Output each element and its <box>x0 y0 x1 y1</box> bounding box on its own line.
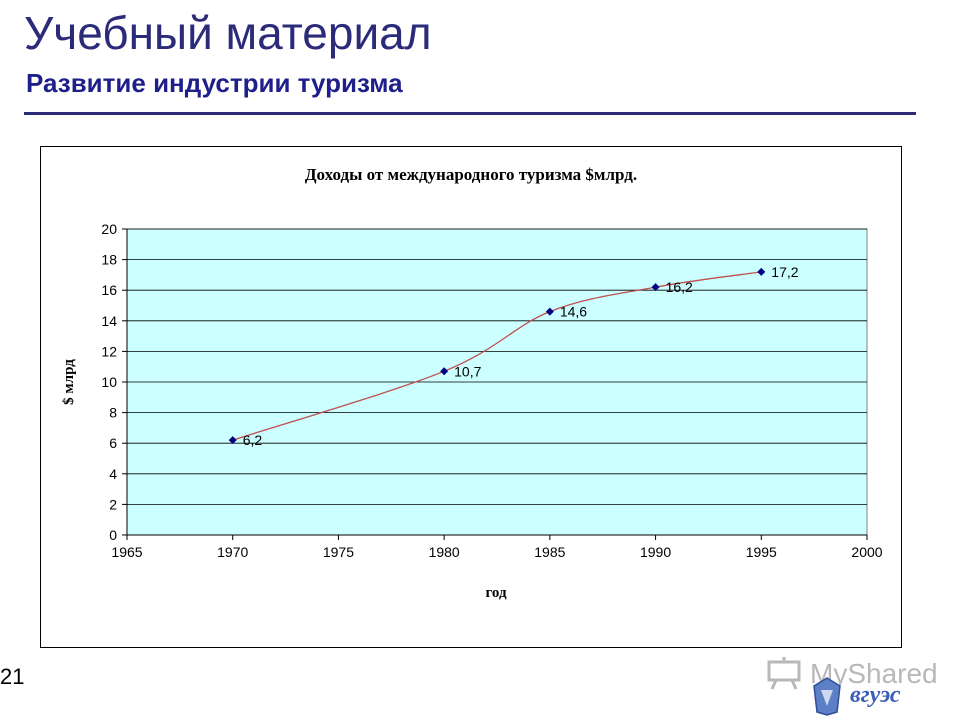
slide-title: Учебный материал <box>24 7 432 59</box>
y-axis-label: $ млрд <box>61 359 77 405</box>
x-axis-label: год <box>485 585 507 601</box>
plot-area-group: 0 2 4 6 8 10 12 14 16 18 20 1965 1970 1975 1980 1985 199… <box>101 221 882 560</box>
data-label: 10,7 <box>454 363 481 379</box>
slide-subtitle: Развитие индустрии туризма <box>26 68 403 98</box>
x-tick-label: 2000 <box>851 544 882 560</box>
series-line <box>232 271 762 441</box>
data-label: 6,2 <box>243 432 263 448</box>
x-tick-label: 1965 <box>111 544 142 560</box>
page-number: 21 <box>0 664 25 689</box>
presentation-board-icon <box>767 657 801 690</box>
y-tick-label: 14 <box>101 313 117 329</box>
chart-frame: 0 2 4 6 8 10 12 14 16 18 20 1965 1970 1975 1980 1985 199… <box>40 146 902 648</box>
x-tick-label: 1970 <box>217 544 248 560</box>
watermark-logo-text: вгуэс <box>850 682 901 708</box>
data-label: 14,6 <box>560 304 587 320</box>
y-tick-label: 8 <box>109 405 117 421</box>
data-label: 17,2 <box>771 264 798 280</box>
watermark: MyShared вгуэс <box>766 656 956 718</box>
university-crest-icon <box>813 677 841 716</box>
data-point-marker <box>228 436 237 445</box>
y-tick-label: 6 <box>109 435 117 451</box>
title-divider <box>24 112 916 115</box>
x-tick-label: 1975 <box>323 544 354 560</box>
y-tick-label: 0 <box>109 527 117 543</box>
y-tick-label: 18 <box>101 252 117 268</box>
chart-svg: 0 2 4 6 8 10 12 14 16 18 20 1965 1970 1975 1980 1985 199… <box>61 165 883 601</box>
data-point-marker <box>440 367 449 376</box>
x-tick-label: 1990 <box>640 544 671 560</box>
data-point-marker <box>757 267 766 276</box>
x-tick-label: 1995 <box>746 544 777 560</box>
data-label: 16,2 <box>666 279 693 295</box>
y-tick-label: 4 <box>109 466 117 482</box>
chart-title: Доходы от международного туризма $млрд. <box>305 165 637 184</box>
data-point-marker <box>545 307 554 316</box>
y-tick-label: 2 <box>109 496 117 512</box>
y-tick-label: 12 <box>101 343 117 359</box>
y-tick-label: 10 <box>101 374 117 390</box>
data-point-marker <box>651 283 660 292</box>
x-tick-label: 1980 <box>429 544 460 560</box>
x-tick-label: 1985 <box>534 544 565 560</box>
y-tick-label: 16 <box>101 282 117 298</box>
y-tick-label: 20 <box>101 221 117 237</box>
